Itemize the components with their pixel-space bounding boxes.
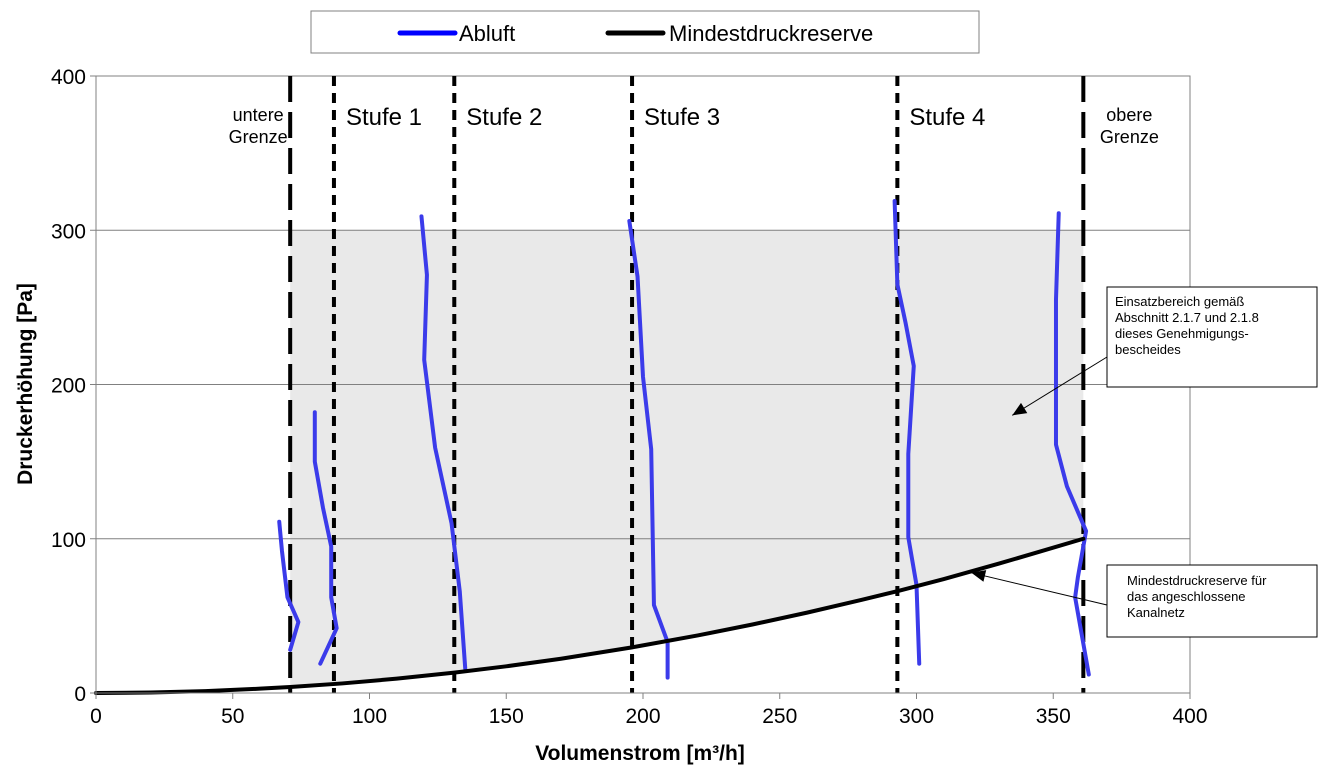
- reference-label: obere Grenze: [1100, 105, 1159, 147]
- series-line-abluft: [312, 410, 339, 666]
- annotation-arrowhead: [971, 570, 987, 582]
- x-tick-label: 150: [489, 705, 524, 728]
- axes: 0 50 100 150 200 250 300 350 400 0 100 200 300 400: [51, 66, 1208, 728]
- annotation-box: [1106, 564, 1318, 638]
- annotation-arrowhead: [1012, 402, 1028, 416]
- series-line-abluft: [277, 519, 301, 652]
- y-tick-label: 200: [51, 375, 86, 398]
- x-tick-label: 100: [352, 705, 387, 728]
- x-tick-label: 350: [1036, 705, 1071, 728]
- annotation-arrow: [971, 572, 1108, 606]
- x-tick-label: 250: [762, 705, 797, 728]
- x-tick-label: 400: [1172, 705, 1207, 728]
- plot-area: [94, 75, 1191, 695]
- reference-label: untere Grenze: [229, 105, 288, 147]
- annotations: untere Grenze Stufe 1 Stufe 2 Stufe 3 Stufe 4…: [229, 104, 1318, 638]
- x-tick-label: 300: [899, 705, 934, 728]
- einsatzbereich-area: [290, 230, 1084, 687]
- legend-label: Abluft: [459, 21, 515, 46]
- x-tick-label: 50: [221, 705, 244, 728]
- annotation-text: Einsatzbereich gemäß Abschnitt 2.1.7 und …: [1115, 294, 1259, 357]
- reference-label: Stufe 3: [644, 104, 720, 131]
- annotation-box: [1106, 286, 1318, 388]
- annotation-text: Mindestdruckreserve für das angeschlossen…: [1127, 573, 1267, 620]
- reference-label: Stufe 2: [466, 104, 542, 131]
- y-tick-label: 0: [74, 683, 86, 706]
- legend-label: Mindestdruckreserve: [669, 21, 873, 46]
- series-line-mindestdruckreserve: [94, 536, 1086, 695]
- x-tick-label: 0: [90, 705, 102, 728]
- reference-label: Stufe 4: [909, 104, 985, 131]
- legend: Abluft Mindestdruckreserve: [310, 10, 980, 54]
- x-tick-label: 200: [625, 705, 660, 728]
- reference-label: Stufe 1: [346, 104, 422, 131]
- series-line-abluft: [419, 214, 468, 671]
- x-axis-label: Volumenstrom [m³/h]: [535, 742, 745, 765]
- y-tick-label: 400: [51, 66, 86, 89]
- y-tick-label: 300: [51, 220, 86, 243]
- y-tick-label: 100: [51, 529, 86, 552]
- annotation-arrow: [1011, 356, 1108, 416]
- y-axis-label: Druckerhöhung [Pa]: [14, 283, 37, 485]
- series-line-abluft: [892, 198, 922, 666]
- series-line-abluft: [1053, 211, 1091, 677]
